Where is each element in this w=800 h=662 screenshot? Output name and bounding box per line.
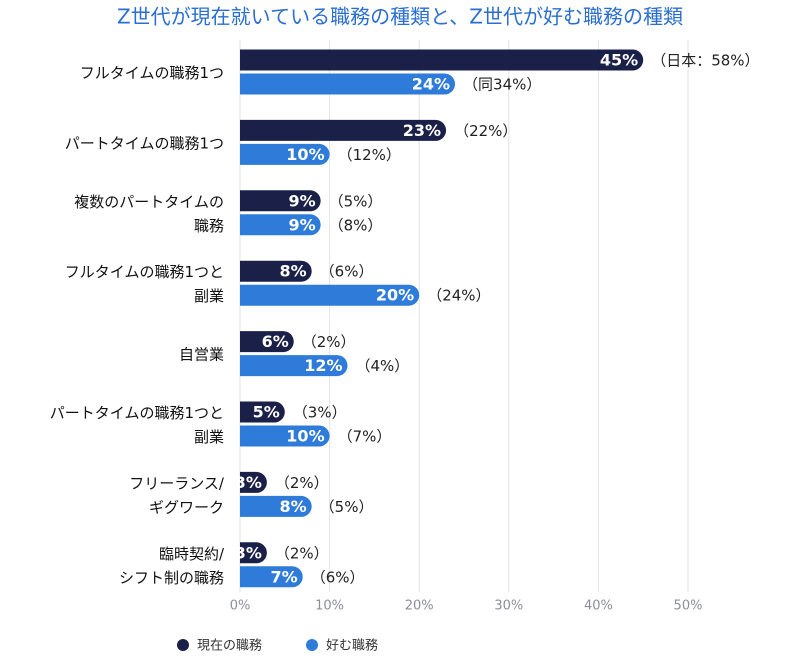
- y-tick-label: パートタイムの職務1つ: [65, 134, 224, 152]
- annotation: （4%）: [356, 357, 410, 375]
- bar: [240, 214, 321, 236]
- value-label: 9%: [288, 215, 315, 234]
- annotation: （同34%）: [463, 76, 541, 94]
- legend-marker: [177, 639, 189, 651]
- bar: [240, 355, 348, 377]
- legend-marker: [306, 639, 318, 651]
- annotation: （22%）: [454, 122, 517, 140]
- annotation: （5%）: [320, 498, 374, 516]
- annotation: （2%）: [275, 474, 329, 492]
- bar: [240, 471, 267, 493]
- annotation: （2%）: [302, 333, 356, 351]
- value-label: 9%: [288, 191, 315, 210]
- bar: [240, 284, 420, 306]
- x-tick-label: 20%: [405, 599, 434, 614]
- x-tick-label: 50%: [674, 599, 703, 614]
- bar: [240, 331, 294, 353]
- annotation: （7%）: [338, 428, 392, 446]
- value-label: 10%: [286, 145, 324, 164]
- bar: [240, 425, 330, 447]
- bars: [240, 49, 644, 588]
- chart-title: Z世代が現在就いている職務の種類と、Z世代が好む職務の種類: [117, 5, 683, 29]
- annotation: （5%）: [329, 192, 383, 210]
- value-label: 20%: [376, 286, 414, 305]
- value-label: 7%: [271, 567, 298, 586]
- value-label: 45%: [600, 51, 638, 70]
- annotation: （日本：58%）: [651, 52, 759, 70]
- annotation: （24%）: [427, 287, 490, 305]
- value-label: 12%: [304, 356, 342, 375]
- value-label: 23%: [403, 121, 441, 140]
- x-tick-label: 0%: [230, 599, 251, 614]
- annotation: （2%）: [275, 544, 329, 562]
- bar: [240, 495, 312, 517]
- annotation: （6%）: [311, 568, 365, 586]
- legend-label: 好む職務: [326, 639, 378, 654]
- y-tick-label: パートタイムの職務1つと副業: [50, 404, 224, 446]
- value-label: 3%: [235, 473, 262, 492]
- bar: [240, 49, 644, 71]
- x-tick-label: 30%: [494, 599, 523, 614]
- y-tick-label: 複数のパートタイムの職務: [74, 192, 224, 234]
- y-tick-label: フルタイムの職務1つ: [80, 64, 224, 82]
- bar: [240, 73, 456, 95]
- annotation: （12%）: [338, 146, 401, 164]
- y-tick-label: フルタイムの職務1つと副業: [65, 263, 224, 305]
- bar: [240, 542, 267, 564]
- bar: [240, 143, 330, 165]
- annotation: （6%）: [320, 263, 374, 281]
- value-label: 6%: [262, 332, 289, 351]
- annotation: （3%）: [293, 404, 347, 422]
- bar: [240, 190, 321, 212]
- value-label: 5%: [253, 403, 280, 422]
- y-tick-label: 臨時契約/シフト制の職務: [119, 544, 225, 586]
- bar: [240, 260, 312, 282]
- x-tick-label: 40%: [584, 599, 613, 614]
- y-tick-label: フリーランス/ギグワーク: [129, 474, 225, 516]
- y-tick-label: 自営業: [179, 345, 224, 363]
- annotation: （8%）: [329, 216, 383, 234]
- bar: [240, 119, 447, 141]
- value-label: 3%: [235, 543, 262, 562]
- bar: [240, 401, 285, 423]
- legend-label: 現在の職務: [197, 639, 262, 654]
- value-label: 8%: [280, 497, 307, 516]
- value-label: 24%: [412, 75, 450, 94]
- x-tick-label: 10%: [315, 599, 344, 614]
- value-label: 10%: [286, 427, 324, 446]
- bar: [240, 566, 303, 588]
- value-label: 8%: [280, 262, 307, 281]
